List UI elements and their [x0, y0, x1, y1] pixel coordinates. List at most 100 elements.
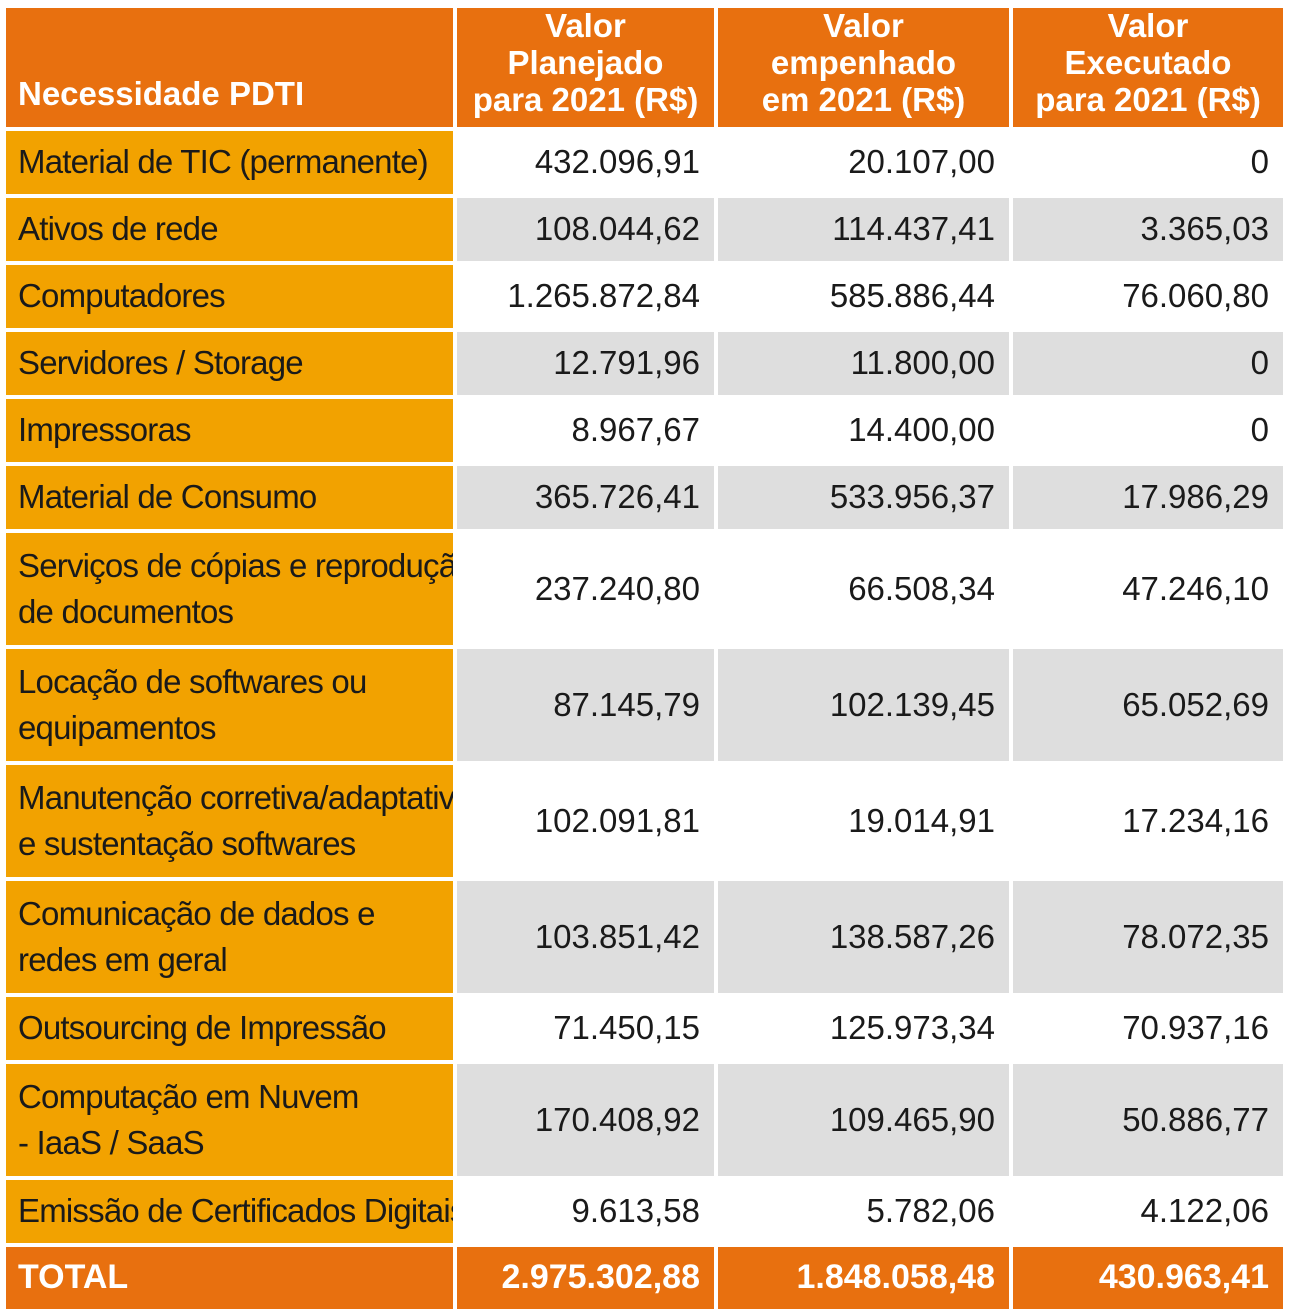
cell-planejado: 365.726,41 [457, 465, 714, 529]
header-line: Valor Planejado [507, 8, 664, 81]
cell-empenhado: 14.400,00 [718, 398, 1009, 462]
cell-planejado: 237.240,80 [457, 532, 714, 645]
row-label: Impressoras [6, 398, 453, 462]
row-label: Locação de softwares ou equipamentos [6, 648, 453, 761]
cell-executado: 0 [1013, 331, 1283, 395]
row-label-line: - IaaS / SaaS [18, 1123, 205, 1161]
row-label-line: Computadores [18, 277, 226, 315]
cell-planejado: 108.044,62 [457, 197, 714, 261]
header-line: para 2021 (R$) [472, 80, 699, 118]
cell-executado: 70.937,16 [1013, 996, 1283, 1060]
cell-empenhado: 138.587,26 [718, 880, 1009, 993]
row-label: Computação em Nuvem - IaaS / SaaS [6, 1063, 453, 1176]
cell-executado: 78.072,35 [1013, 880, 1283, 993]
header-line: em 2021 (R$) [761, 80, 966, 118]
cell-planejado: 102.091,81 [457, 764, 714, 877]
header-line: Valor empenhado [770, 8, 957, 81]
cell-executado: 17.986,29 [1013, 465, 1283, 529]
row-label: Material de Consumo [6, 465, 453, 529]
table-row: Servidores / Storage 12.791,96 11.800,00 0 [6, 331, 1283, 395]
cell-planejado: 432.096,91 [457, 130, 714, 194]
cell-empenhado: 20.107,00 [718, 130, 1009, 194]
cell-executado: 76.060,80 [1013, 264, 1283, 328]
cell-empenhado: 114.437,41 [718, 197, 1009, 261]
header-necessidade: Necessidade PDTI [6, 8, 453, 127]
table-row: Manutenção corretiva/adaptativa e sustent… [6, 764, 1283, 877]
row-label-line: equipamentos [18, 708, 217, 746]
row-label-line: Computação em Nuvem [18, 1077, 359, 1115]
cell-planejado: 87.145,79 [457, 648, 714, 761]
row-label: Emissão de Certificados Digitais [6, 1179, 453, 1243]
cell-empenhado: 5.782,06 [718, 1179, 1009, 1243]
row-label: Manutenção corretiva/adaptativa e sustent… [6, 764, 453, 877]
cell-executado: 3.365,03 [1013, 197, 1283, 261]
total-empenhado: 1.848.058,48 [718, 1246, 1009, 1309]
header-line: Valor Executado [1064, 8, 1232, 81]
header-valor-planejado: Valor Planejado para 2021 (R$) [457, 8, 714, 127]
table-row: Computadores 1.265.872,84 585.886,44 76.060… [6, 264, 1283, 328]
total-executado: 430.963,41 [1013, 1246, 1283, 1309]
cell-empenhado: 585.886,44 [718, 264, 1009, 328]
cell-empenhado: 109.465,90 [718, 1063, 1009, 1176]
header-line: para 2021 (R$) [1035, 80, 1261, 118]
row-label: Material de TIC (permanente) [6, 130, 453, 194]
cell-empenhado: 11.800,00 [718, 331, 1009, 395]
cell-empenhado: 102.139,45 [718, 648, 1009, 761]
table-row: Material de Consumo 365.726,41 533.956,37 1… [6, 465, 1283, 529]
cell-planejado: 1.265.872,84 [457, 264, 714, 328]
cell-planejado: 103.851,42 [457, 880, 714, 993]
row-label-line: Material de TIC (permanente) [18, 143, 429, 181]
cell-empenhado: 533.956,37 [718, 465, 1009, 529]
row-label-line: Emissão de Certificados Digitais [18, 1192, 453, 1230]
row-label-line: Serviços de cópias e reprodução [18, 546, 453, 584]
cell-planejado: 8.967,67 [457, 398, 714, 462]
cell-empenhado: 19.014,91 [718, 764, 1009, 877]
total-label: TOTAL [6, 1246, 453, 1309]
row-label-line: de documentos [18, 592, 234, 630]
row-label-line: Manutenção corretiva/adaptativa [18, 778, 453, 816]
cell-executado: 0 [1013, 398, 1283, 462]
row-label: Outsourcing de Impressão [6, 996, 453, 1060]
row-label: Ativos de rede [6, 197, 453, 261]
table-row: Outsourcing de Impressão 71.450,15 125.973… [6, 996, 1283, 1060]
table-row: Computação em Nuvem - IaaS / SaaS 170.408,… [6, 1063, 1283, 1176]
row-label-line: e sustentação softwares [18, 824, 356, 862]
table-body: Material de TIC (permanente) 432.096,91 20… [6, 130, 1283, 1243]
cell-planejado: 71.450,15 [457, 996, 714, 1060]
table-row: Ativos de rede 108.044,62 114.437,41 3.365,… [6, 197, 1283, 261]
cell-executado: 65.052,69 [1013, 648, 1283, 761]
total-planejado: 2.975.302,88 [457, 1246, 714, 1309]
cell-executado: 47.246,10 [1013, 532, 1283, 645]
row-label-line: redes em geral [18, 940, 228, 978]
row-label: Serviços de cópias e reprodução de docume… [6, 532, 453, 645]
row-label-line: Material de Consumo [18, 478, 317, 516]
cell-executado: 4.122,06 [1013, 1179, 1283, 1243]
row-label: Computadores [6, 264, 453, 328]
pdti-budget-table: Necessidade PDTI Valor Planejado para 20… [2, 4, 1287, 1313]
table-row: Serviços de cópias e reprodução de docume… [6, 532, 1283, 645]
row-label: Servidores / Storage [6, 331, 453, 395]
table-row: Impressoras 8.967,67 14.400,00 0 [6, 398, 1283, 462]
header-valor-empenhado: Valor empenhado em 2021 (R$) [718, 8, 1009, 127]
row-label-line: Outsourcing de Impressão [18, 1009, 387, 1047]
cell-planejado: 170.408,92 [457, 1063, 714, 1176]
row-label-line: Locação de softwares ou [18, 662, 367, 700]
cell-executado: 17.234,16 [1013, 764, 1283, 877]
row-label-line: Comunicação de dados e [18, 894, 375, 932]
row-label-line: Ativos de rede [18, 210, 219, 248]
row-label-line: Servidores / Storage [18, 344, 304, 382]
table-row: Material de TIC (permanente) 432.096,91 20… [6, 130, 1283, 194]
row-label-line: Impressoras [18, 411, 192, 449]
cell-empenhado: 66.508,34 [718, 532, 1009, 645]
cell-planejado: 9.613,58 [457, 1179, 714, 1243]
table-row: Locação de softwares ou equipamentos 87.14… [6, 648, 1283, 761]
table-row: Emissão de Certificados Digitais 9.613,58… [6, 1179, 1283, 1243]
total-row: TOTAL 2.975.302,88 1.848.058,48 430.963,… [6, 1246, 1283, 1309]
cell-executado: 0 [1013, 130, 1283, 194]
cell-executado: 50.886,77 [1013, 1063, 1283, 1176]
header-row: Necessidade PDTI Valor Planejado para 20… [6, 8, 1283, 127]
cell-planejado: 12.791,96 [457, 331, 714, 395]
header-valor-executado: Valor Executado para 2021 (R$) [1013, 8, 1283, 127]
row-label: Comunicação de dados e redes em geral [6, 880, 453, 993]
cell-empenhado: 125.973,34 [718, 996, 1009, 1060]
